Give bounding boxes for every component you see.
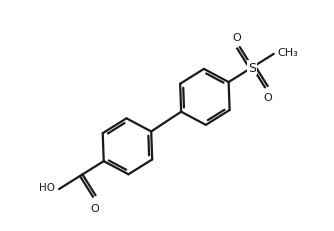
- Text: S: S: [248, 61, 257, 74]
- Text: CH₃: CH₃: [278, 48, 299, 58]
- Text: O: O: [90, 203, 99, 213]
- Text: O: O: [263, 93, 272, 103]
- Text: HO: HO: [39, 182, 55, 193]
- Text: O: O: [233, 33, 241, 43]
